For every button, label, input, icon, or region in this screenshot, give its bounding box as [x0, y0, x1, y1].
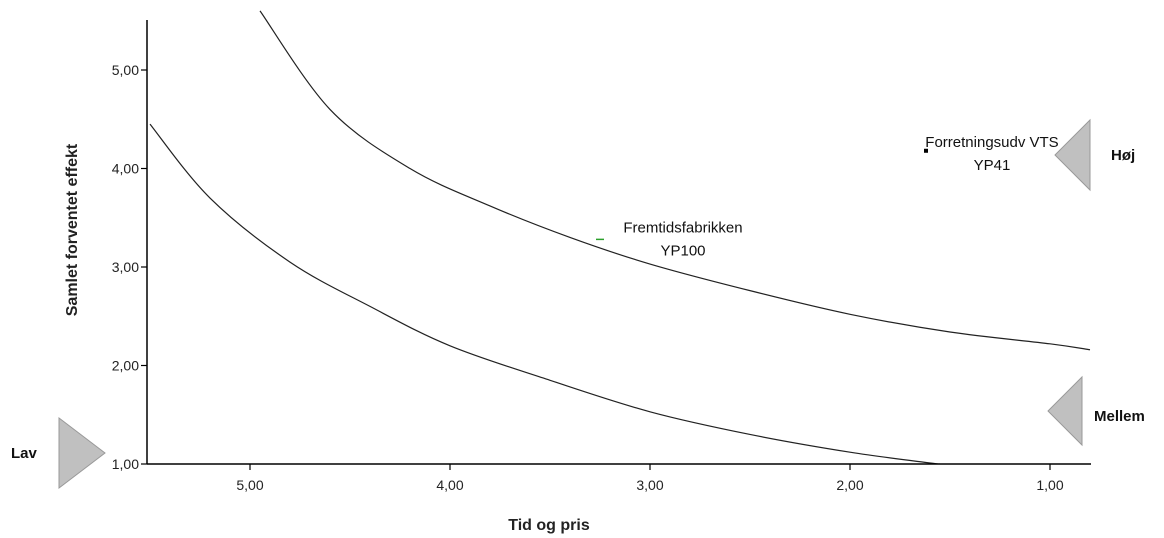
x-tick-label: 5,00 [236, 477, 263, 493]
level-label-lav: Lav [11, 445, 38, 462]
data-points: Fremtidsfabrikken YP100 Forretningsudv VTS… [596, 134, 1059, 259]
y-tick-label: 2,00 [112, 358, 139, 374]
axes [146, 20, 1091, 465]
tick-labels: 1,00 2,00 3,00 4,00 5,00 5,00 4,00 3,00 2,00 1,00 [112, 62, 1064, 493]
curve-line-2 [259, 10, 1091, 351]
point-sublabel: YP100 [660, 242, 705, 259]
x-tick-label: 3,00 [636, 477, 663, 493]
y-axis-title: Samlet forventet effekt [64, 143, 81, 316]
point-sublabel: YP41 [974, 157, 1011, 174]
curve-group [149, 10, 1091, 464]
x-tick-label: 2,00 [836, 477, 863, 493]
y-tick-label: 5,00 [112, 62, 139, 78]
level-marker-lav [58, 416, 106, 490]
level-markers: Lav Mellem Høj [11, 118, 1145, 490]
x-tick-label: 4,00 [436, 477, 463, 493]
x-tick-label: 1,00 [1036, 477, 1063, 493]
curve-line-1 [149, 123, 941, 464]
x-axis-title: Tid og pris [508, 517, 590, 534]
level-marker-mellem [1047, 375, 1083, 447]
level-label-hoj: Høj [1111, 147, 1135, 164]
y-tick-label: 3,00 [112, 259, 139, 275]
level-marker-hoj [1054, 118, 1091, 192]
level-label-mellem: Mellem [1094, 408, 1145, 425]
y-tick-label: 1,00 [112, 456, 139, 472]
y-tick-label: 4,00 [112, 161, 139, 177]
point-label: Fremtidsfabrikken [623, 219, 742, 236]
point-label: Forretningsudv VTS [925, 134, 1058, 151]
point-marker [924, 148, 928, 153]
